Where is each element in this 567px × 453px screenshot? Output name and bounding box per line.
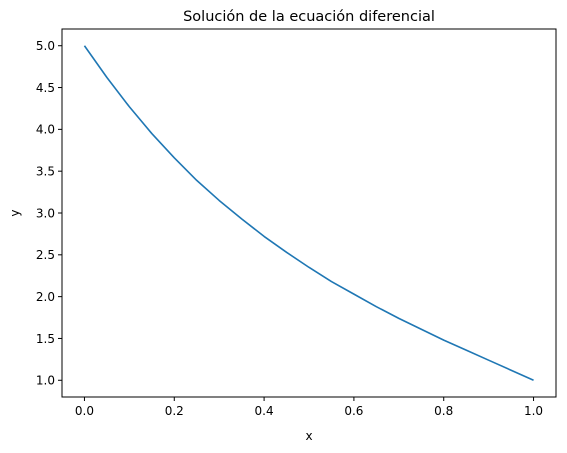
y-tick-label: 1.0 — [36, 374, 55, 388]
x-tick-label: 0.2 — [165, 404, 184, 418]
plot-area — [83, 45, 534, 382]
x-axis-label: x — [305, 429, 312, 443]
axes-frame — [61, 28, 557, 398]
y-tick-label: 2.5 — [36, 248, 55, 262]
y-tick-label: 3.0 — [36, 206, 55, 220]
x-tick-label: 0.0 — [75, 404, 94, 418]
y-tick-label: 4.5 — [36, 81, 55, 95]
y-axis-label: y — [8, 209, 22, 216]
y-tick-label: 3.5 — [36, 164, 55, 178]
y-axis: 1.0 1.5 2.0 2.5 3.0 3.5 4.0 4.5 5.0 — [36, 39, 62, 388]
series-line-0 — [83, 45, 534, 382]
x-tick-label: 0.6 — [344, 404, 363, 418]
y-tick-label: 1.5 — [36, 332, 55, 346]
x-tick-label: 0.8 — [434, 404, 453, 418]
chart-title: Solución de la ecuación diferencial — [183, 9, 435, 25]
x-axis: 0.0 0.2 0.4 0.6 0.8 1.0 — [75, 397, 543, 418]
x-tick-label: 0.4 — [255, 404, 274, 418]
y-tick-label: 2.0 — [36, 290, 55, 304]
x-tick-label: 1.0 — [524, 404, 543, 418]
y-tick-label: 4.0 — [36, 123, 55, 137]
y-tick-label: 5.0 — [36, 39, 55, 53]
